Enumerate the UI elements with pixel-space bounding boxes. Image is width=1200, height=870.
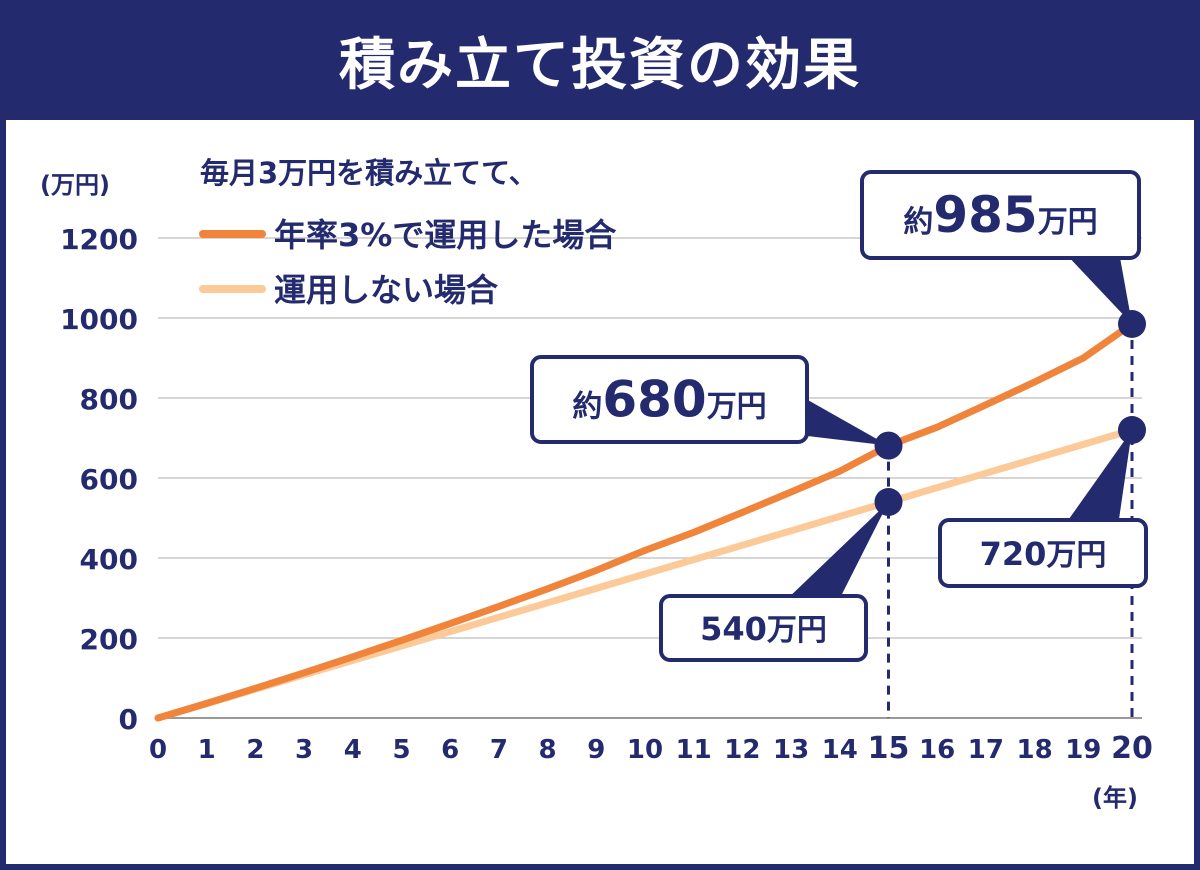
callout-value: 540 <box>700 610 767 648</box>
x-tick-label: 0 <box>149 735 167 765</box>
x-tick-label: 14 <box>822 735 858 765</box>
x-tick-label: 15 <box>868 731 910 766</box>
x-tick-label: 7 <box>490 735 508 765</box>
x-tick-label: 3 <box>295 735 313 765</box>
data-marker <box>874 488 903 516</box>
page-title: 積み立て投資の効果 <box>339 32 861 98</box>
x-tick-label: 11 <box>676 735 712 765</box>
callout: 約680万円 <box>530 355 889 446</box>
x-tick-label: 5 <box>392 735 410 765</box>
x-tick-label: 1 <box>198 735 216 765</box>
data-marker <box>1118 310 1146 338</box>
x-tick-label: 19 <box>1065 735 1101 765</box>
grid-lines <box>158 237 1142 719</box>
x-tick-label: 10 <box>627 735 663 765</box>
y-tick-label: 600 <box>80 463 138 496</box>
y-tick-label: 400 <box>80 543 138 576</box>
y-axis-label: (万円) <box>40 171 110 199</box>
x-tick-label: 18 <box>1017 735 1053 765</box>
x-tick-label: 20 <box>1111 731 1153 766</box>
x-tick-label: 16 <box>919 735 955 765</box>
callout-label: 約985万円 <box>903 186 1097 244</box>
x-tick-label: 12 <box>724 735 760 765</box>
x-tick-label: 2 <box>246 735 264 765</box>
callout: 540万円 <box>659 502 889 662</box>
callout-box <box>938 518 1148 588</box>
legend-label: 運用しない場合 <box>274 271 498 309</box>
x-axis-label: (年) <box>1092 784 1138 812</box>
x-tick-label: 9 <box>587 735 605 765</box>
y-tick-label: 1000 <box>60 303 138 336</box>
x-tick-label: 6 <box>441 735 459 765</box>
y-tick-label: 1200 <box>60 223 138 256</box>
data-marker <box>1118 416 1146 444</box>
callout-box <box>860 170 1141 260</box>
callout-value: 680 <box>602 371 706 429</box>
series-line <box>154 320 1136 722</box>
callout-value: 985 <box>933 186 1037 244</box>
callout-unit: 万円 <box>707 390 767 425</box>
callout-pointer <box>1064 430 1132 526</box>
callout-prefix: 約 <box>903 205 933 240</box>
callout-unit: 万円 <box>1038 205 1098 240</box>
callout-pointer <box>784 502 889 602</box>
callout-label: 540万円 <box>700 610 827 648</box>
x-tick-label: 17 <box>968 735 1004 765</box>
callout: 720万円 <box>938 430 1148 588</box>
legend-heading: 毎月3万円を積み立てて、 <box>200 156 538 190</box>
callout-unit: 万円 <box>1046 538 1106 573</box>
callout-box <box>530 355 809 444</box>
callout-label: 約680万円 <box>572 371 766 429</box>
data-marker <box>874 431 903 460</box>
callout: 約985万円 <box>860 170 1141 324</box>
y-tick-label: 0 <box>119 703 138 736</box>
callout-box <box>659 594 868 662</box>
series-lines <box>154 320 1136 722</box>
x-tick-label: 13 <box>773 735 809 765</box>
callout-label: 720万円 <box>980 535 1107 573</box>
legend-label: 年率3%で運用した場合 <box>274 216 616 254</box>
callout-unit: 万円 <box>767 613 827 648</box>
callout-value: 720 <box>980 535 1047 573</box>
callout-pointer <box>1064 252 1132 324</box>
y-tick-label: 200 <box>80 623 138 656</box>
x-tick-label: 8 <box>539 735 557 765</box>
y-tick-labels: 0 200 400 600 800 1000 1200 <box>60 223 138 736</box>
y-tick-label: 800 <box>80 383 138 416</box>
x-tick-labels: 0 1 2 3 4 5 6 7 8 9 10 11 12 13 14 15 16 17 18 19 20 <box>149 731 1153 766</box>
x-tick-label: 4 <box>344 735 362 765</box>
callout-pointer <box>799 395 889 446</box>
callout-prefix: 約 <box>572 390 602 425</box>
